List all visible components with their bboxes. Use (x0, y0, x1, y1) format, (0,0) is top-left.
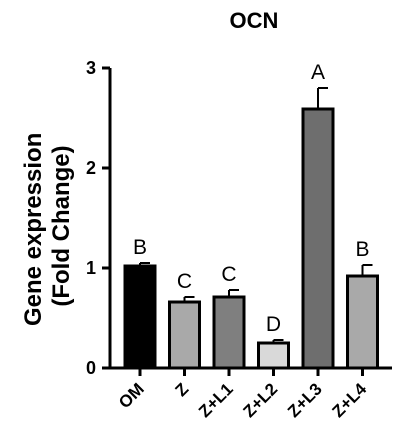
y-tick-label: 0 (86, 358, 96, 378)
y-tick-label: 1 (86, 258, 96, 278)
x-tick-label: OM (115, 379, 148, 412)
significance-label: B (355, 238, 369, 261)
chart-title: OCN (230, 8, 279, 33)
x-tick-label: Z+L2 (239, 379, 281, 421)
x-tick-label: Z+L4 (328, 379, 370, 421)
significance-label: D (266, 313, 281, 336)
bar-z-l4 (346, 274, 379, 370)
significance-label: A (311, 61, 325, 84)
y-axis-label-line1: Gene expression (20, 133, 47, 326)
significance-label: C (221, 263, 236, 286)
x-tick-label: Z+L1 (195, 379, 237, 421)
significance-label: B (133, 236, 147, 259)
bar-z-l3 (301, 107, 335, 370)
y-axis-label-line2: (Fold Change) (48, 145, 75, 306)
x-tick-label: Z+L3 (284, 379, 326, 421)
y-tick-label: 2 (86, 158, 96, 178)
y-axis-label: Gene expression (Fold Change) (20, 126, 75, 326)
bar-z (168, 300, 201, 370)
bar-z-l1 (212, 295, 246, 370)
x-tick-label: Z (172, 379, 193, 400)
bar-om (123, 264, 157, 370)
significance-label: C (177, 270, 192, 293)
bar-z-l2 (257, 341, 290, 370)
y-tick-label: 3 (86, 58, 96, 78)
